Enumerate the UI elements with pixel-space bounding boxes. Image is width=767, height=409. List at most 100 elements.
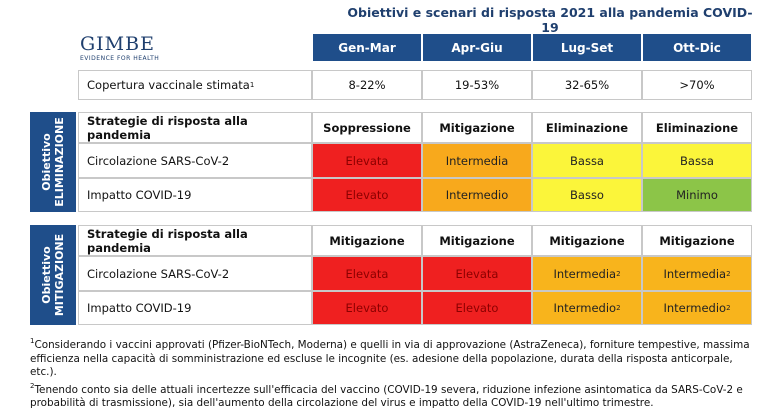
strategy-value: Mitigazione (439, 120, 515, 135)
strategy-value: Mitigazione (329, 233, 405, 248)
footnote-text: Considerando i vaccini approvati (Pfizer… (30, 339, 750, 379)
side-line: ELIMINAZIONE (53, 117, 67, 207)
footnote: 2Tenendo conto sia delle attuali incerte… (30, 380, 758, 409)
header-cell: Lug-Set (532, 33, 642, 62)
footnote-mark: 1 (30, 337, 35, 345)
side-label: Obiettivo ELIMINAZIONE (40, 117, 66, 207)
strategy-label-text: Strategie di risposta alla pandemia (87, 113, 248, 142)
section-side: Obiettivo MITIGAZIONE (30, 225, 76, 325)
footnote-ref: 2 (726, 304, 731, 312)
row-label-text: Circolazione SARS-CoV-2 (87, 266, 230, 281)
row-label: Circolazione SARS-CoV-2 (78, 143, 312, 178)
strategy-cell: Soppressione (312, 112, 422, 143)
footnote-mark: 2 (30, 381, 35, 390)
coverage-cell: 32-65% (532, 70, 642, 100)
level-text: Elevato (345, 188, 389, 202)
header-cell: Apr-Giu (422, 33, 532, 62)
strategy-value: Eliminazione (655, 120, 739, 135)
strategy-label: Strategie di risposta alla pandemia (78, 112, 312, 143)
level-cell: Elevata (312, 256, 422, 291)
level-text: Basso (570, 188, 604, 202)
footnote-ref: 2 (616, 269, 621, 278)
level-text: Elevata (345, 266, 389, 281)
level-text: Intermedia (663, 266, 727, 281)
level-cell: Intermedio 2 (642, 291, 752, 325)
coverage-value: 32-65% (564, 78, 610, 92)
strategy-label-text: Strategie di risposta alla pandemia (87, 226, 248, 255)
row-label-text: Circolazione SARS-CoV-2 (87, 153, 230, 168)
footnote-ref: 2 (616, 304, 621, 312)
row-label-text: Impatto COVID-19 (87, 188, 192, 202)
row-label: Circolazione SARS-CoV-2 (78, 256, 312, 291)
strategy-value: Soppressione (323, 120, 411, 135)
level-cell: Elevato (312, 291, 422, 325)
header-text: Lug-Set (560, 40, 614, 55)
strategy-cell: Eliminazione (642, 112, 752, 143)
coverage-value: >70% (679, 78, 715, 92)
footnote-ref: 1 (249, 81, 255, 89)
level-text: Intermedio (445, 188, 509, 202)
level-text: Minimo (676, 188, 718, 202)
level-text: Elevata (455, 266, 499, 281)
level-cell: Basso (532, 178, 642, 212)
row-label-text: Impatto COVID-19 (87, 301, 192, 315)
strategy-label: Strategie di risposta alla pandemia (78, 225, 312, 256)
strategy-cell: Mitigazione (422, 225, 532, 256)
header-text: Apr-Giu (451, 40, 503, 55)
strategy-value: Mitigazione (439, 233, 515, 248)
level-cell: Intermedia (422, 143, 532, 178)
title: Obiettivi e scenari di risposta 2021 all… (347, 5, 753, 35)
level-cell: Intermedia 2 (642, 256, 752, 291)
strategy-value: Eliminazione (545, 120, 629, 135)
level-text: Intermedia (553, 266, 617, 281)
strategy-cell: Eliminazione (532, 112, 642, 143)
strategy-cell: Mitigazione (312, 225, 422, 256)
coverage-cell: >70% (642, 70, 752, 100)
level-cell: Bassa (532, 143, 642, 178)
coverage-cell: 19-53% (422, 70, 532, 100)
row-label: Impatto COVID-19 (78, 291, 312, 325)
level-text: Intermedio (553, 301, 617, 315)
level-text: Elevato (455, 301, 499, 315)
strategy-value: Mitigazione (549, 233, 625, 248)
side-label: Obiettivo MITIGAZIONE (40, 234, 66, 316)
footnote: 1Considerando i vaccini approvati (Pfize… (30, 335, 758, 380)
strategy-value: Mitigazione (659, 233, 735, 248)
footnote-text: Tenendo conto sia delle attuali incertez… (30, 383, 743, 409)
side-line: Obiettivo (40, 133, 54, 191)
level-text: Intermedio (663, 301, 727, 315)
coverage-label: Copertura vaccinale stimata 1 (78, 70, 312, 100)
footnotes: 1Considerando i vaccini approvati (Pfize… (30, 335, 758, 409)
side-line: Obiettivo (40, 246, 54, 304)
level-text: Intermedia (445, 153, 509, 168)
level-cell: Elevata (422, 256, 532, 291)
strategy-cell: Mitigazione (642, 225, 752, 256)
row-label: Impatto COVID-19 (78, 178, 312, 212)
level-text: Bassa (570, 153, 604, 168)
coverage-value: 19-53% (454, 78, 500, 92)
strategy-cell: Mitigazione (532, 225, 642, 256)
level-text: Bassa (680, 153, 714, 168)
strategy-cell: Mitigazione (422, 112, 532, 143)
level-cell: Intermedio (422, 178, 532, 212)
coverage-cell: 8-22% (312, 70, 422, 100)
side-line: MITIGAZIONE (53, 233, 67, 317)
logo-tagline: EVIDENCE FOR HEALTH (80, 55, 160, 62)
header-cell: Ott-Dic (642, 33, 752, 62)
footnote-ref: 2 (726, 269, 731, 278)
header-cell: Gen-Mar (312, 33, 422, 62)
level-cell: Intermedio 2 (532, 291, 642, 325)
level-text: Elevata (345, 153, 389, 168)
section-side: Obiettivo ELIMINAZIONE (30, 112, 76, 212)
coverage-label-text: Copertura vaccinale stimata (87, 78, 250, 92)
logo: GIMBE (80, 33, 155, 55)
coverage-value: 8-22% (348, 78, 386, 92)
level-text: Elevato (345, 301, 389, 315)
level-cell: Elevato (422, 291, 532, 325)
header-text: Ott-Dic (673, 40, 721, 55)
level-cell: Intermedia 2 (532, 256, 642, 291)
header-text: Gen-Mar (338, 40, 396, 55)
level-cell: Elevata (312, 143, 422, 178)
level-cell: Bassa (642, 143, 752, 178)
